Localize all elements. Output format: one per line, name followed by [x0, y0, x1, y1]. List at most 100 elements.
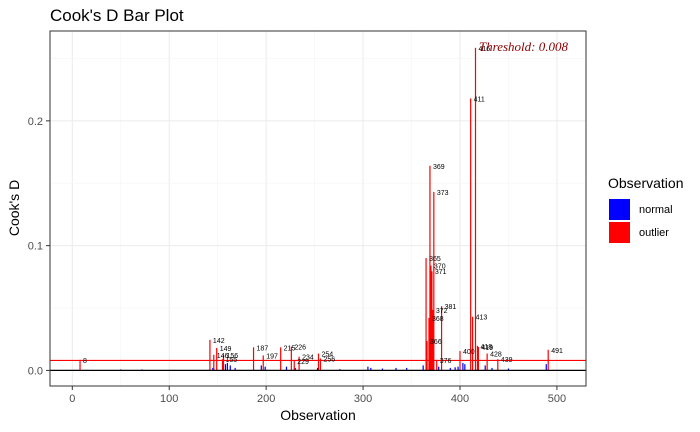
bar-outlier — [252, 347, 255, 371]
bar-normal — [406, 367, 408, 371]
observation-label: 368 — [432, 316, 444, 323]
bar-outlier — [213, 354, 215, 371]
observation-label: 226 — [294, 345, 306, 352]
bar-normal — [454, 367, 456, 371]
bar-outlier — [476, 345, 479, 371]
observation-label: 8 — [83, 358, 87, 365]
bar-normal — [491, 367, 493, 371]
observation-label: 366 — [430, 339, 442, 346]
bar-outlier — [432, 309, 434, 371]
observation-label: 418 — [480, 344, 492, 351]
bar-normal — [212, 367, 214, 371]
chart-title: Cook's D Bar Plot — [50, 6, 184, 25]
observation-label: 187 — [257, 345, 269, 352]
observation-label: 371 — [435, 269, 447, 276]
bar-normal — [395, 367, 397, 371]
bar-outlier — [221, 359, 224, 371]
bar-normal — [457, 366, 459, 371]
bar-normal — [464, 364, 466, 371]
x-tick-label: 500 — [548, 393, 566, 405]
observation-label: 373 — [437, 190, 449, 197]
x-tick-label: 200 — [257, 393, 275, 405]
bar-normal — [316, 367, 319, 371]
observation-label: 381 — [445, 304, 457, 311]
bars — [79, 47, 549, 371]
bar-outlier — [290, 346, 292, 371]
bar-normal — [367, 366, 369, 371]
bar-outlier — [471, 316, 474, 371]
plot-border — [49, 30, 587, 387]
bar-normal — [449, 367, 451, 371]
bar-outlier — [298, 356, 300, 371]
y-tick-label: 0.2 — [28, 116, 43, 128]
bar-outlier — [425, 258, 427, 371]
bar-normal — [484, 365, 486, 371]
bar-outlier — [79, 359, 81, 371]
x-axis: 0 100 200 300 400 500 — [69, 386, 566, 405]
y-axis: 0.0 0.1 0.2 — [28, 116, 50, 377]
bar-outlier — [497, 359, 499, 371]
bar-normal — [381, 368, 384, 371]
bar-normal — [226, 362, 228, 371]
observation-label: 234 — [302, 355, 314, 362]
bar-outlier — [431, 271, 433, 371]
bar-outlier — [280, 347, 282, 371]
bar-outlier — [486, 353, 488, 371]
bar-outlier — [209, 339, 211, 371]
bar-outlier — [474, 47, 477, 371]
bar-normal — [462, 362, 464, 371]
x-tick-label: 100 — [160, 393, 178, 405]
bar-outlier — [477, 346, 480, 371]
bar-outlier — [433, 191, 435, 371]
observation-label: 370 — [434, 264, 446, 271]
observation-label: 156 — [226, 353, 238, 360]
observation-label: 155 — [226, 357, 238, 364]
observation-label: 411 — [474, 96, 485, 103]
x-tick-label: 400 — [451, 393, 469, 405]
bar-outlier — [429, 165, 431, 371]
observation-label: 142 — [213, 338, 225, 345]
bar-normal — [545, 364, 547, 371]
observation-label: 419 — [481, 345, 493, 352]
observation-label: 149 — [220, 346, 232, 353]
observation-label: 365 — [429, 256, 441, 263]
bar-outlier — [428, 317, 430, 371]
bar-outlier — [216, 347, 218, 371]
observation-label: 254 — [321, 352, 333, 359]
observation-label: 229 — [297, 359, 309, 366]
observation-label: 491 — [551, 348, 563, 355]
legend-label-normal: normal — [639, 204, 673, 216]
bar-normal — [224, 364, 227, 371]
grid-lines — [50, 31, 586, 386]
legend-swatch-outlier — [609, 222, 630, 243]
bar-normal — [285, 366, 288, 371]
bar-normal — [422, 365, 424, 371]
observation-label: 197 — [266, 353, 278, 360]
x-tick-label: 300 — [354, 393, 372, 405]
bar-outlier — [440, 306, 443, 371]
x-tick-label: 0 — [69, 393, 75, 405]
observation-label: 439 — [501, 357, 513, 364]
y-tick-label: 0.1 — [28, 241, 43, 253]
bar-outlier — [436, 359, 438, 371]
bar-outlier — [222, 354, 225, 371]
observation-label: 416 — [479, 46, 491, 53]
plot-panel — [49, 30, 587, 387]
observation-label: 146 — [217, 353, 229, 360]
observation-label: 376 — [440, 358, 452, 365]
y-axis-title: Cook's D — [6, 180, 22, 236]
x-axis-title: Observation — [280, 407, 355, 423]
observation-label: 428 — [490, 352, 502, 359]
observation-label: 372 — [436, 308, 448, 315]
bar-normal — [370, 367, 372, 371]
legend: Observation normal outlier — [608, 175, 683, 243]
bar-normal — [234, 367, 236, 371]
bar-normal — [294, 367, 296, 371]
bar-normal — [229, 365, 231, 371]
observation-label: 413 — [476, 315, 488, 322]
bar-normal — [260, 365, 262, 371]
observation-label: 256 — [323, 357, 335, 364]
